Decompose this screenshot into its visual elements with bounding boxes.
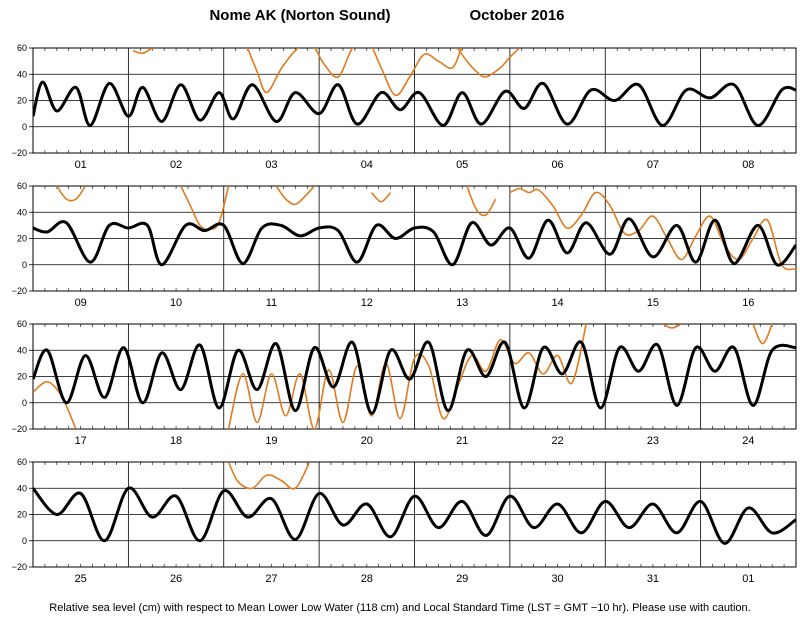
day-label: 14	[551, 297, 563, 309]
y-tick-label: 60	[17, 181, 27, 191]
y-tick-label: 0	[22, 122, 27, 132]
day-label: 25	[75, 573, 87, 585]
day-label: 05	[456, 159, 468, 171]
observed-line-segment	[466, 186, 497, 217]
y-tick-label: −20	[12, 286, 27, 296]
series-group	[33, 48, 796, 127]
y-tick-label: 60	[17, 319, 27, 329]
chart-title-period: October 2016	[469, 7, 564, 24]
predicted-line	[33, 486, 796, 545]
predicted-line	[33, 80, 796, 127]
day-label: 27	[265, 573, 277, 585]
y-tick-label: 60	[17, 43, 27, 53]
y-tick-label: 60	[17, 457, 27, 467]
day-label: 16	[742, 297, 754, 309]
y-tick-label: 40	[17, 483, 27, 493]
day-label: 24	[742, 435, 754, 447]
panel-2: 09 10 11 12 13 14 15 16 −20 0 20 40 60	[12, 181, 797, 309]
day-label: 07	[647, 159, 659, 171]
observed-line-segment	[33, 380, 77, 429]
observed-line-segment	[509, 187, 796, 271]
series-group	[33, 186, 796, 271]
day-label: 04	[361, 159, 373, 171]
y-tick-label: 40	[17, 207, 27, 217]
observed-line-segment	[246, 48, 463, 97]
predicted-line	[33, 340, 796, 415]
panel-3: 17 18 19 20 21 22 23 24 −20 0 20 40 60	[12, 319, 797, 447]
predicted-line	[33, 217, 796, 267]
chart-title-location: Nome AK (Norton Sound)	[209, 7, 390, 24]
y-tick-label: 20	[17, 510, 27, 520]
y-tick-label: −20	[12, 562, 27, 572]
day-label: 22	[551, 435, 563, 447]
observed-line-segment	[752, 324, 773, 345]
day-label: 15	[647, 297, 659, 309]
series-group	[33, 462, 796, 545]
day-label: 26	[170, 573, 182, 585]
y-tick-label: 0	[22, 398, 27, 408]
y-tick-label: 20	[17, 372, 27, 382]
y-tick-label: 0	[22, 260, 27, 270]
day-label: 30	[551, 573, 563, 585]
y-tick-label: 20	[17, 96, 27, 106]
day-label: 31	[647, 573, 659, 585]
y-tick-label: −20	[12, 148, 27, 158]
day-label: 08	[742, 159, 754, 171]
observed-line-segment	[370, 191, 392, 203]
observed-line-segment	[180, 186, 230, 231]
y-tick-label: 40	[17, 345, 27, 355]
observed-line-segment	[456, 48, 520, 78]
observed-line-segment	[275, 186, 315, 206]
panel-4: 25 26 27 28 29 30 31 01 −20 0 20 40 60	[12, 457, 797, 585]
day-label: 28	[361, 573, 373, 585]
panel-1: 01 02 03 04 05 06 07 08 −20 0 20 40 60	[12, 43, 797, 171]
day-label: 06	[551, 159, 563, 171]
observed-line-segment	[662, 324, 682, 329]
day-label: 21	[456, 435, 468, 447]
day-label: 13	[456, 297, 468, 309]
y-tick-label: −20	[12, 424, 27, 434]
day-label: 01	[742, 573, 754, 585]
day-label: 23	[647, 435, 659, 447]
observed-line-segment	[132, 48, 153, 55]
y-tick-label: 40	[17, 69, 27, 79]
y-tick-label: 0	[22, 536, 27, 546]
day-label: 10	[170, 297, 182, 309]
day-label: 17	[75, 435, 87, 447]
chart-panels: 01 02 03 04 05 06 07 08 −20 0 20 40 60 09 10 11 12 13 14 15…	[12, 43, 797, 585]
day-label: 01	[75, 159, 87, 171]
day-label: 02	[170, 159, 182, 171]
day-label: 18	[170, 435, 182, 447]
day-label: 11	[266, 297, 277, 309]
day-label: 03	[265, 159, 277, 171]
observed-line-segment	[227, 462, 311, 490]
day-label: 12	[361, 297, 373, 309]
chart-footer-note: Relative sea level (cm) with respect to …	[49, 602, 750, 614]
y-tick-label: 20	[17, 234, 27, 244]
observed-line-segment	[56, 186, 87, 202]
observed-line-segment	[227, 324, 587, 429]
day-label: 19	[265, 435, 277, 447]
day-label: 29	[456, 573, 468, 585]
series-group	[33, 324, 796, 429]
day-label: 09	[75, 297, 87, 309]
day-label: 20	[361, 435, 373, 447]
